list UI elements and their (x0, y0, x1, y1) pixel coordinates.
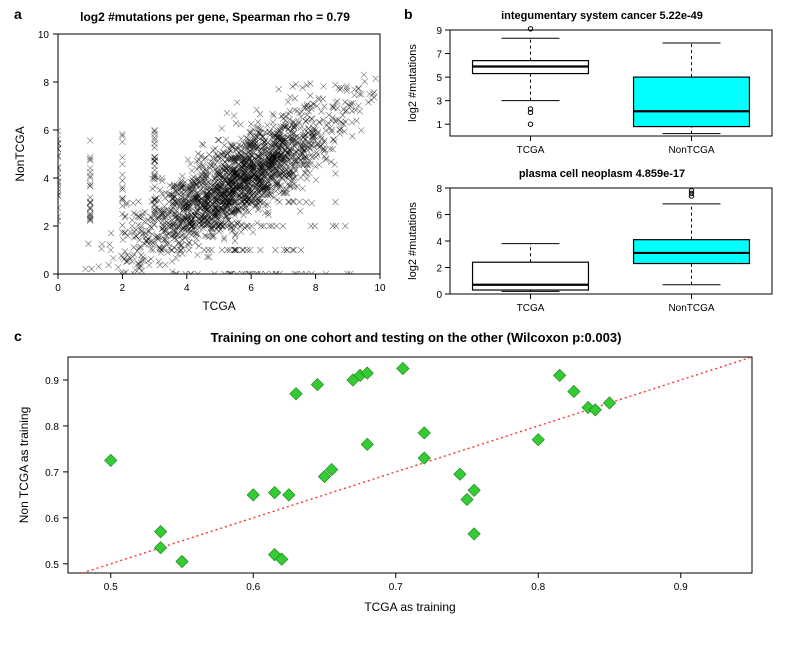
scatter-chart-a: 0 2 4 6 8 10 0 2 4 6 8 10 TCGA NonTCGA (10, 26, 390, 316)
svg-text:0.6: 0.6 (45, 514, 59, 525)
svg-text:0.7: 0.7 (45, 468, 59, 479)
svg-text:6: 6 (248, 283, 254, 294)
svg-text:NonTCGA: NonTCGA (668, 145, 714, 156)
panel-a-title: log2 #mutations per gene, Spearman rho =… (40, 10, 390, 24)
svg-text:8: 8 (313, 283, 319, 294)
svg-text:0: 0 (43, 270, 49, 281)
svg-text:9: 9 (436, 26, 442, 37)
svg-text:NonTCGA: NonTCGA (13, 126, 27, 181)
svg-text:6: 6 (43, 126, 49, 137)
svg-text:4: 4 (43, 174, 49, 185)
svg-text:4: 4 (436, 237, 442, 248)
svg-text:NonTCGA: NonTCGA (668, 303, 714, 314)
svg-text:TCGA: TCGA (202, 299, 235, 313)
svg-text:10: 10 (374, 283, 386, 294)
svg-text:0.8: 0.8 (45, 422, 59, 433)
panel-a: a log2 #mutations per gene, Spearman rho… (10, 10, 390, 322)
boxplot-1-container: integumentary system cancer 5.22e-49 1 3 5… (402, 10, 782, 164)
svg-text:log2 #mutations: log2 #mutations (407, 44, 419, 122)
svg-text:0.5: 0.5 (104, 582, 118, 593)
svg-text:10: 10 (38, 30, 50, 41)
svg-text:0.9: 0.9 (674, 582, 688, 593)
svg-text:8: 8 (436, 184, 442, 195)
svg-text:0.8: 0.8 (531, 582, 545, 593)
svg-text:Non TCGA as training: Non TCGA as training (17, 407, 31, 524)
svg-text:0: 0 (436, 290, 442, 301)
svg-text:2: 2 (436, 264, 442, 275)
svg-text:0: 0 (55, 283, 61, 294)
svg-text:2: 2 (120, 283, 126, 294)
panel-a-label: a (14, 6, 22, 22)
svg-text:8: 8 (43, 78, 49, 89)
svg-text:0.9: 0.9 (45, 376, 59, 387)
svg-text:2: 2 (43, 222, 49, 233)
boxplot-2-title: plasma cell neoplasm 4.859e-17 (422, 168, 782, 180)
boxplot-chart-2: 0 2 4 6 8 log2 #mutations TCGA NonTCGA (402, 182, 782, 322)
svg-text:0.7: 0.7 (389, 582, 403, 593)
panel-c-label: c (14, 328, 22, 344)
svg-text:5: 5 (436, 73, 442, 84)
svg-text:7: 7 (436, 50, 442, 61)
panel-b: b integumentary system cancer 5.22e-49 1… (402, 10, 782, 322)
svg-text:4: 4 (184, 283, 190, 294)
svg-text:6: 6 (436, 211, 442, 222)
svg-text:TCGA: TCGA (517, 145, 545, 156)
scatter-chart-c: 0.5 0.6 0.7 0.8 0.9 0.5 0.6 0.7 0.8 0.9 TCGA as tr… (10, 347, 770, 617)
svg-text:TCGA as training: TCGA as training (364, 600, 455, 614)
boxplot-2-container: plasma cell neoplasm 4.859e-17 0 2 4 6 8 log2… (402, 168, 782, 322)
svg-text:0.5: 0.5 (45, 560, 59, 571)
svg-text:TCGA: TCGA (517, 303, 545, 314)
svg-text:3: 3 (436, 97, 442, 108)
boxplot-1-title: integumentary system cancer 5.22e-49 (422, 10, 782, 22)
panel-b-label: b (404, 6, 413, 22)
boxplot-chart-1: 1 3 5 7 9 log2 #mutations TCGA NonTCGA (402, 24, 782, 164)
panel-c-title: Training on one cohort and testing on th… (50, 330, 782, 345)
svg-text:0.6: 0.6 (246, 582, 260, 593)
svg-text:log2 #mutations: log2 #mutations (407, 202, 419, 280)
figure-container: a log2 #mutations per gene, Spearman rho… (10, 10, 782, 617)
panel-c: c Training on one cohort and testing on … (10, 330, 782, 617)
svg-text:1: 1 (436, 120, 442, 131)
